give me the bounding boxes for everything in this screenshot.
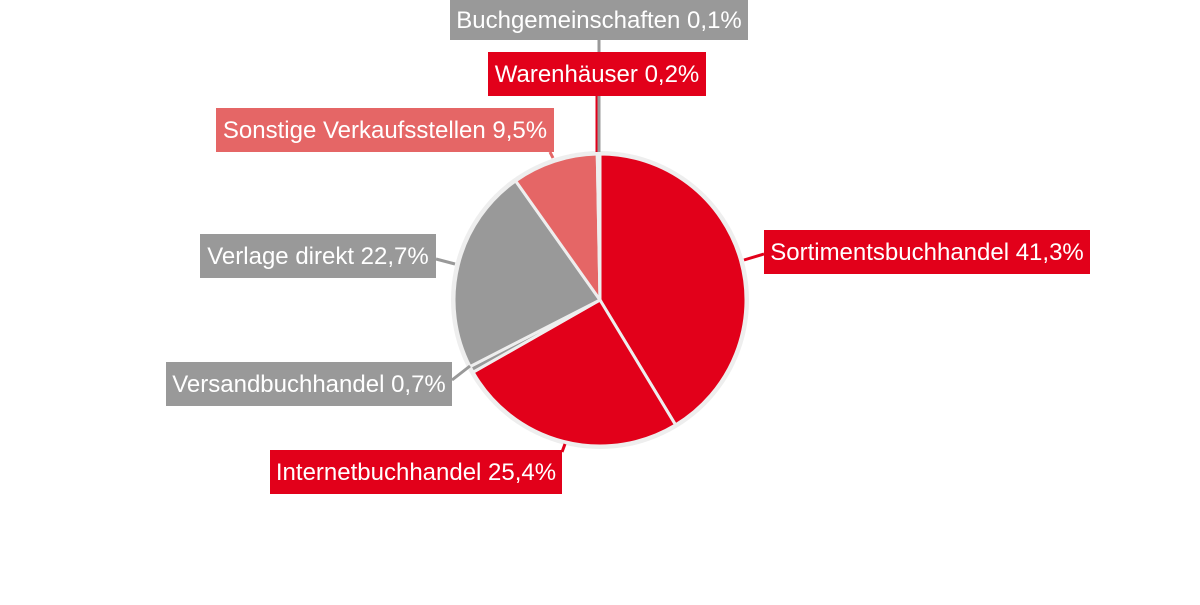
pie-slice: [598, 152, 748, 427]
data-label: Warenhäuser 0,2%: [495, 61, 700, 88]
pie-slice: [471, 297, 678, 448]
data-label-box: [450, 0, 748, 40]
data-label-box: [200, 234, 436, 278]
pie-slice: [597, 152, 602, 301]
data-label: Versandbuchhandel 0,7%: [172, 371, 446, 398]
label-connector: [451, 364, 471, 382]
data-label: Buchgemeinschaften 0,1%: [456, 7, 742, 34]
data-label-box: [270, 450, 562, 494]
pie-slice: [452, 178, 603, 369]
data-label-box: [166, 362, 452, 406]
label-connector: [435, 257, 456, 266]
data-label-box: [488, 52, 706, 96]
data-label-box: [216, 108, 554, 152]
data-label: Sortimentsbuchhandel 41,3%: [770, 239, 1084, 266]
data-label-box: [764, 230, 1090, 274]
label-connector: [560, 443, 567, 453]
label-connector: [743, 252, 765, 262]
data-label: Internetbuchhandel 25,4%: [276, 459, 556, 486]
pie-slice: [513, 152, 602, 305]
label-connector: [548, 151, 555, 159]
data-label: Verlage direkt 22,7%: [207, 243, 428, 270]
data-label: Sonstige Verkaufsstellen 9,5%: [223, 117, 547, 144]
